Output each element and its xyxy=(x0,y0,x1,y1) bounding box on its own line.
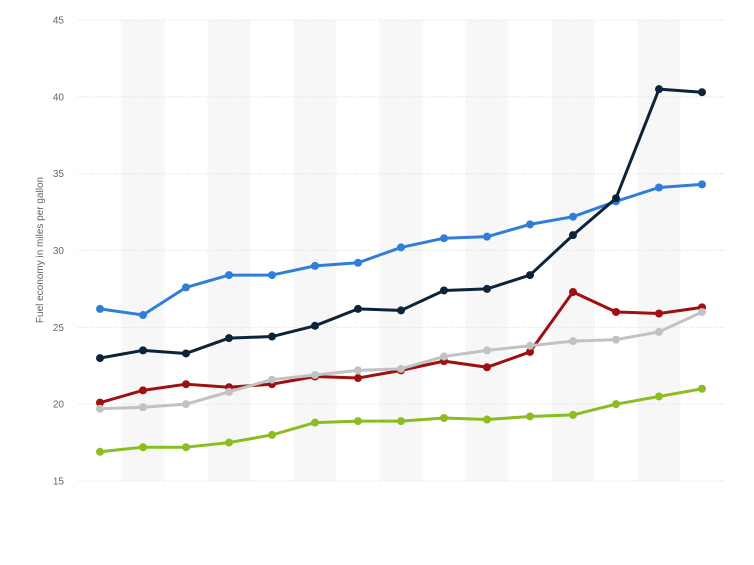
series-5 xyxy=(96,384,706,456)
data-point xyxy=(698,88,706,97)
data-point xyxy=(182,380,190,389)
y-tick-label: 45 xyxy=(53,16,65,27)
data-point xyxy=(440,234,448,243)
data-point xyxy=(268,332,276,341)
data-point xyxy=(96,404,104,413)
data-point xyxy=(569,231,577,240)
data-point xyxy=(96,304,104,313)
y-tick-label: 40 xyxy=(53,92,65,103)
data-point xyxy=(526,412,534,421)
data-point xyxy=(526,271,534,280)
data-point xyxy=(655,309,663,318)
data-point xyxy=(655,392,663,401)
data-point xyxy=(311,321,319,330)
y-axis-title: Fuel economy in miles per gallon xyxy=(35,177,46,323)
data-point xyxy=(569,287,577,296)
data-point xyxy=(182,283,190,292)
data-point xyxy=(612,307,620,316)
data-point xyxy=(139,346,147,355)
data-point xyxy=(311,418,319,427)
data-point xyxy=(569,212,577,221)
data-point xyxy=(526,220,534,229)
data-point xyxy=(225,271,233,280)
data-point xyxy=(698,384,706,393)
data-point xyxy=(182,443,190,452)
data-point xyxy=(397,364,405,373)
series-4 xyxy=(96,307,706,413)
data-point xyxy=(655,327,663,336)
data-point xyxy=(354,374,362,383)
data-point xyxy=(354,366,362,375)
data-point xyxy=(698,307,706,316)
column-band xyxy=(121,20,165,481)
data-point xyxy=(96,447,104,456)
y-tick-label: 25 xyxy=(53,323,65,334)
y-tick-label: 15 xyxy=(53,477,65,488)
data-point xyxy=(612,194,620,203)
data-point xyxy=(483,346,491,355)
data-point xyxy=(225,387,233,396)
data-point xyxy=(440,413,448,422)
data-point xyxy=(397,306,405,315)
data-point xyxy=(354,258,362,267)
data-point xyxy=(182,400,190,409)
data-point xyxy=(655,183,663,192)
y-axis-ticks: 15 20 25 30 35 40 45 xyxy=(53,16,65,488)
data-point xyxy=(139,311,147,320)
data-point xyxy=(354,417,362,426)
data-point xyxy=(268,375,276,384)
y-tick-label: 30 xyxy=(53,246,65,257)
data-point xyxy=(268,430,276,439)
data-point xyxy=(354,304,362,313)
column-band xyxy=(637,20,681,481)
data-point xyxy=(311,261,319,270)
data-point xyxy=(655,85,663,94)
series-2 xyxy=(96,85,706,363)
data-point xyxy=(483,232,491,241)
data-point xyxy=(483,415,491,424)
series-1 xyxy=(96,180,706,320)
data-point xyxy=(225,334,233,343)
data-point xyxy=(440,286,448,295)
y-tick-label: 20 xyxy=(53,400,65,411)
data-point xyxy=(139,403,147,412)
data-point xyxy=(612,335,620,344)
data-point xyxy=(483,363,491,372)
data-point xyxy=(311,370,319,379)
data-point xyxy=(397,243,405,252)
series-group xyxy=(96,85,706,456)
data-point xyxy=(483,284,491,293)
data-point xyxy=(569,410,577,419)
data-point xyxy=(139,386,147,395)
data-point xyxy=(96,354,104,363)
data-point xyxy=(526,347,534,356)
data-point xyxy=(526,341,534,350)
data-point xyxy=(440,352,448,361)
data-point xyxy=(569,337,577,346)
data-point xyxy=(225,438,233,447)
data-point xyxy=(397,417,405,426)
data-point xyxy=(96,398,104,407)
data-point xyxy=(139,443,147,452)
data-point xyxy=(182,349,190,358)
data-point xyxy=(612,400,620,409)
y-tick-label: 35 xyxy=(53,169,65,180)
data-point xyxy=(268,271,276,280)
data-point xyxy=(698,180,706,189)
